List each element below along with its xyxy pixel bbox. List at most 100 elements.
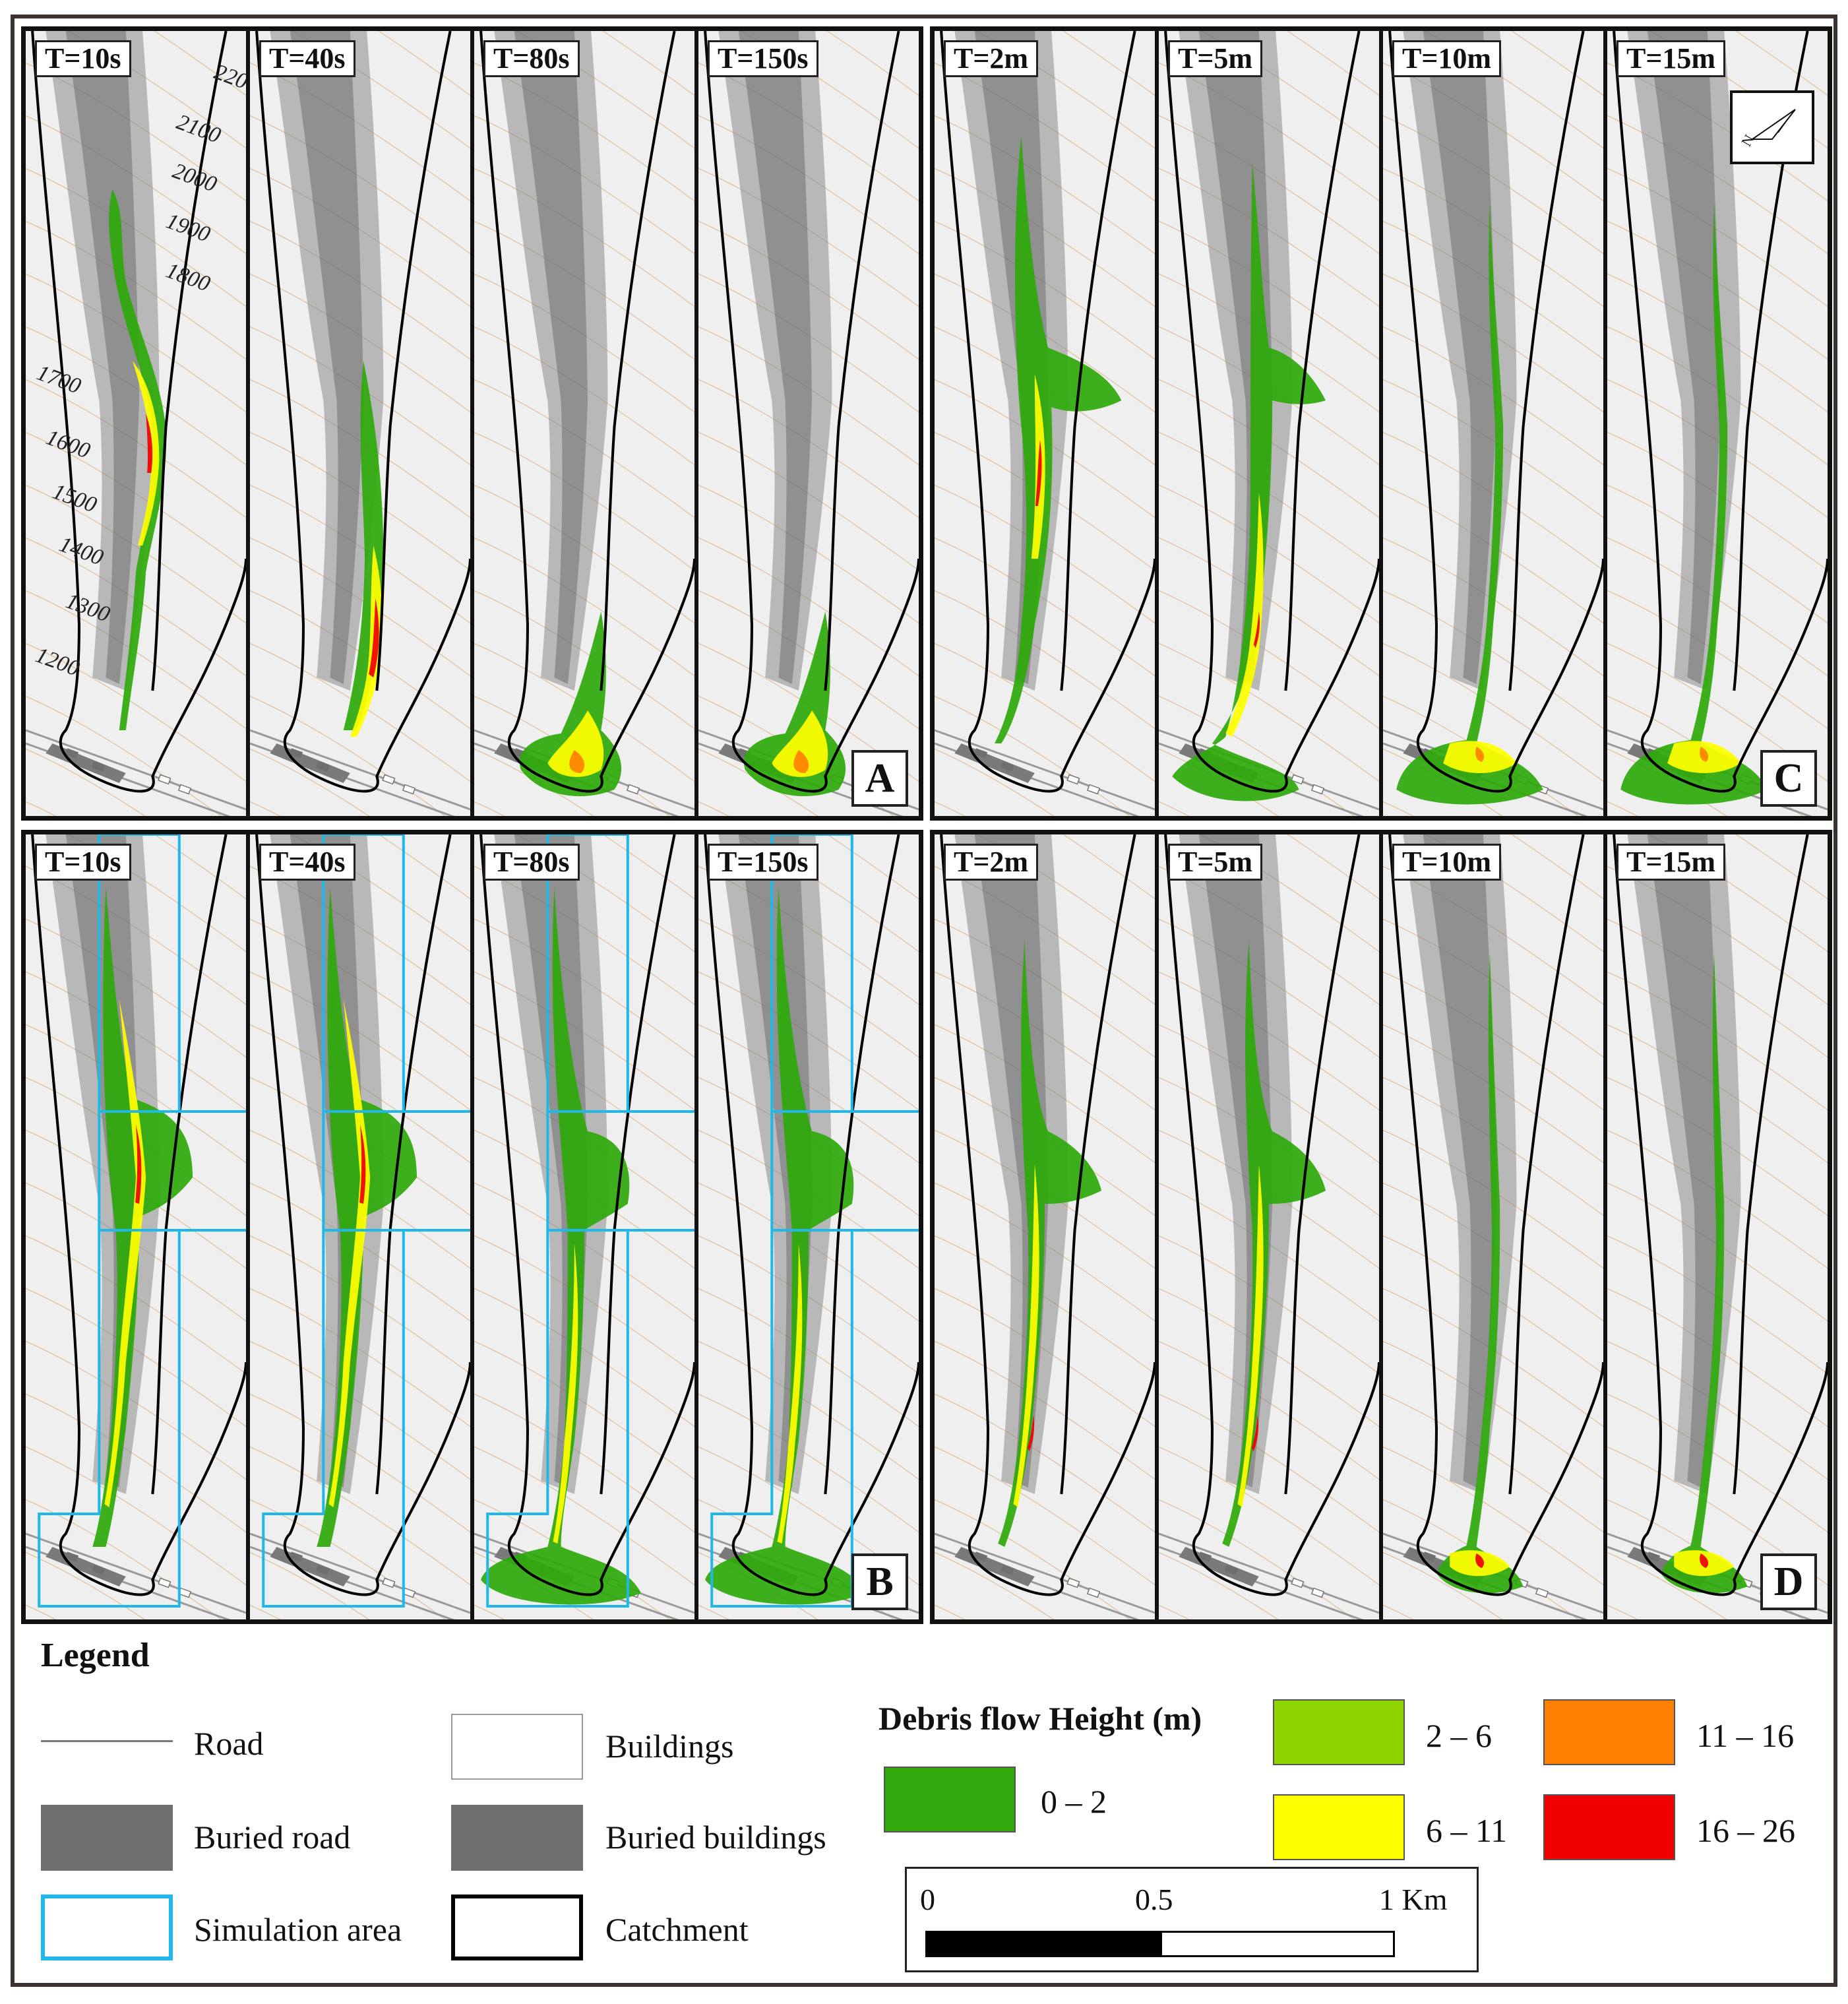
catchment-outline xyxy=(479,31,694,793)
terrain-map xyxy=(698,31,919,816)
map-panel: T=10m xyxy=(1383,834,1607,1619)
contour-line xyxy=(250,801,281,816)
time-label: T=5m xyxy=(1168,40,1263,78)
catchment-outline xyxy=(1613,31,1828,793)
contour-line xyxy=(935,801,966,816)
valley-shade xyxy=(494,31,608,691)
contour-line xyxy=(250,1446,470,1586)
contour-line xyxy=(1159,801,1190,816)
class-2-6-swatch xyxy=(1273,1699,1405,1765)
building xyxy=(382,1577,396,1588)
quadrant-a: T=10s 2200 2100 2000 1900 1800 1700 1600 1500 140… xyxy=(21,26,923,821)
buried-building xyxy=(1001,761,1014,772)
map-panel: T=10m xyxy=(1383,31,1607,816)
contour-line xyxy=(378,31,470,96)
map-panel: T=150s B xyxy=(698,834,919,1619)
simulation-area-outline xyxy=(486,834,694,1608)
legend: Legend Road Buried road Simulation area … xyxy=(15,1623,1832,1984)
terrain-map xyxy=(26,31,246,816)
contour-line xyxy=(378,834,470,900)
debris-flow-area xyxy=(132,361,160,546)
scale-label-half: 0.5 xyxy=(1135,1883,1173,1916)
ridge-shade xyxy=(1647,834,1721,1487)
contour-line xyxy=(1383,1604,1414,1619)
debris-flow-area xyxy=(1035,440,1042,506)
terrain-map xyxy=(1607,834,1828,1619)
contour-line xyxy=(602,31,694,96)
terrain-map xyxy=(474,834,694,1619)
terrain-map xyxy=(26,834,246,1619)
contour-line xyxy=(1159,695,1355,816)
catchment-outline xyxy=(824,834,900,1495)
debris-flow-area xyxy=(1700,1553,1709,1568)
legend-title: Legend xyxy=(41,1637,150,1674)
buried-building xyxy=(1001,1565,1014,1575)
terrain-map xyxy=(1383,834,1603,1619)
time-label: T=10s xyxy=(35,40,131,78)
catchment-outline xyxy=(1388,834,1603,1596)
road xyxy=(935,1532,1155,1614)
contour-line xyxy=(250,1499,447,1619)
map-panel: T=15m D xyxy=(1607,834,1828,1619)
contour-line xyxy=(154,834,246,900)
class-0-2-swatch xyxy=(884,1767,1016,1832)
simulation-area-swatch xyxy=(41,1894,173,1960)
map-panel: T=5m xyxy=(1159,31,1383,816)
debris-flow-area xyxy=(92,887,193,1547)
contour-line xyxy=(26,695,222,816)
contour-line xyxy=(935,1604,966,1619)
catchment-swatch xyxy=(451,1894,583,1960)
simulation-area-outline xyxy=(38,834,246,1608)
debris-flow-area xyxy=(359,1125,366,1204)
contour-line xyxy=(154,31,246,96)
figure-frame: T=10s 2200 2100 2000 1900 1800 1700 1600 1500 140… xyxy=(11,15,1837,1987)
catchment-outline xyxy=(1284,31,1361,691)
building xyxy=(1310,1587,1325,1598)
scale-bar-white xyxy=(1160,1931,1395,1957)
contour-line xyxy=(1159,748,1279,816)
catchment-outline xyxy=(1388,31,1603,793)
map-panel: T=80s xyxy=(474,31,698,816)
contour-line xyxy=(1383,801,1414,816)
catchment-outline xyxy=(255,31,470,793)
terrain-map xyxy=(250,834,470,1619)
catchment-outline xyxy=(479,834,694,1596)
contour-line xyxy=(1063,31,1155,96)
building xyxy=(1291,1577,1305,1588)
contour-line xyxy=(26,1499,222,1619)
debris-flow-area xyxy=(350,546,383,737)
contour-line xyxy=(602,834,694,900)
contour-line xyxy=(935,1551,1055,1619)
time-label: T=2m xyxy=(944,844,1039,881)
quadrant-letter: D xyxy=(1760,1553,1817,1610)
map-panel: T=10s 2200 2100 2000 1900 1800 1700 1600 1500 140… xyxy=(26,31,250,816)
contour-line xyxy=(698,1604,729,1619)
contour-line xyxy=(935,695,1131,816)
contour-line xyxy=(935,1446,1155,1586)
catchment-outline xyxy=(1164,834,1379,1596)
debris-flow-area xyxy=(1237,1164,1264,1507)
catchment-outline xyxy=(1164,31,1379,793)
map-panel: T=5m xyxy=(1159,834,1383,1619)
time-label: T=2m xyxy=(944,40,1039,78)
contour-line xyxy=(26,1446,246,1586)
contour-line xyxy=(1159,1446,1379,1586)
catchment-outline xyxy=(31,31,246,793)
debris-flow-area xyxy=(317,887,417,1547)
contour-line xyxy=(1735,31,1828,96)
scale-label-0: 0 xyxy=(920,1883,935,1916)
contour-line xyxy=(1063,834,1155,900)
catchment-outline xyxy=(1508,31,1585,691)
building xyxy=(626,784,640,795)
time-label: T=5m xyxy=(1168,844,1263,881)
buried-building xyxy=(289,1551,303,1562)
time-label: T=10m xyxy=(1392,40,1502,78)
building xyxy=(158,1577,171,1588)
building xyxy=(1310,784,1325,795)
catchment-outline xyxy=(375,31,452,691)
class-16-26-swatch xyxy=(1543,1794,1675,1860)
contour-line xyxy=(935,1499,1131,1619)
contour-line xyxy=(474,642,694,782)
debris-flow-area xyxy=(104,999,146,1507)
scale-label-1km: 1 Km xyxy=(1379,1883,1448,1916)
